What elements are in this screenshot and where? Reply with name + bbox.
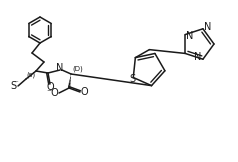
Text: S: S bbox=[129, 75, 135, 85]
Text: ⁻O: ⁻O bbox=[47, 88, 59, 98]
Text: ⁻: ⁻ bbox=[14, 80, 18, 86]
Text: N: N bbox=[204, 22, 212, 32]
Text: O: O bbox=[80, 87, 88, 97]
Text: N: N bbox=[186, 31, 194, 41]
Text: (s): (s) bbox=[26, 72, 35, 78]
Text: S: S bbox=[10, 81, 16, 91]
Text: N: N bbox=[56, 63, 64, 73]
Text: N: N bbox=[194, 52, 202, 62]
Text: (D): (D) bbox=[73, 66, 83, 72]
Text: O: O bbox=[46, 82, 54, 92]
